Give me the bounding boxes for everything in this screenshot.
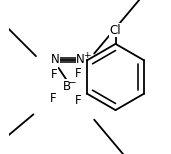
Text: −: − — [68, 78, 77, 88]
Text: N: N — [76, 53, 85, 66]
Text: Cl: Cl — [110, 24, 121, 36]
Text: F: F — [50, 91, 56, 105]
Text: B: B — [62, 80, 70, 93]
Text: F: F — [75, 94, 81, 107]
Text: +: + — [83, 51, 91, 60]
Text: F: F — [75, 67, 81, 80]
Text: N: N — [51, 53, 60, 66]
Text: F: F — [51, 68, 57, 81]
